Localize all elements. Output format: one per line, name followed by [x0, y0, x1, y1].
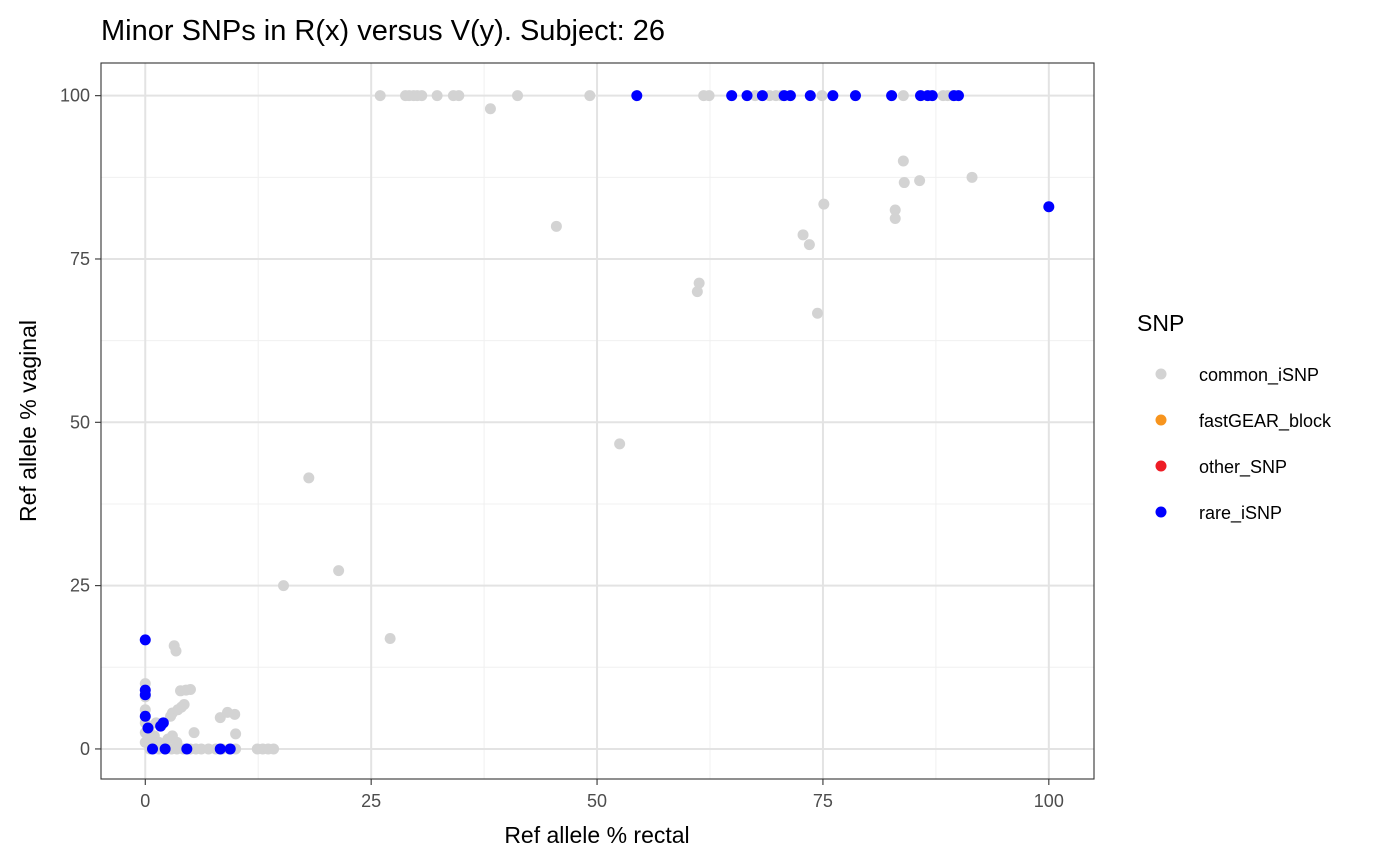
- point-common_iSNP: [898, 177, 910, 189]
- point-rare_iSNP: [849, 90, 861, 102]
- point-common_iSNP: [178, 699, 190, 711]
- legend-label-other_SNP: other_SNP: [1199, 457, 1287, 478]
- point-rare_iSNP: [159, 743, 171, 755]
- major-grid: [101, 63, 1094, 779]
- point-rare_iSNP: [1043, 201, 1055, 213]
- point-common_iSNP: [431, 90, 443, 102]
- point-common_iSNP: [693, 277, 705, 289]
- x-tick-label: 50: [587, 791, 607, 811]
- y-tick-label: 0: [80, 739, 90, 759]
- legend-label-common_iSNP: common_iSNP: [1199, 365, 1319, 386]
- point-rare_iSNP: [214, 743, 226, 755]
- x-tick-label: 0: [140, 791, 150, 811]
- point-common_iSNP: [188, 727, 200, 739]
- point-rare_iSNP: [147, 743, 159, 755]
- point-common_iSNP: [268, 743, 280, 755]
- point-rare_iSNP: [631, 90, 643, 102]
- point-rare_iSNP: [804, 90, 816, 102]
- point-rare_iSNP: [756, 90, 768, 102]
- point-common_iSNP: [303, 472, 315, 484]
- point-common_iSNP: [184, 684, 196, 695]
- point-common_iSNP: [818, 198, 830, 210]
- point-common_iSNP: [797, 229, 809, 241]
- point-common_iSNP: [897, 90, 909, 102]
- point-common_iSNP: [278, 580, 290, 592]
- point-common_iSNP: [584, 90, 596, 102]
- legend: SNP common_iSNP fastGEAR_block other_SNPra…: [1137, 310, 1332, 524]
- point-common_iSNP: [691, 286, 703, 298]
- point-rare_iSNP: [139, 689, 151, 701]
- point-common_iSNP: [453, 90, 465, 102]
- point-rare_iSNP: [952, 90, 964, 102]
- point-common_iSNP: [614, 438, 626, 450]
- point-rare_iSNP: [139, 710, 151, 722]
- legend-label-rare_iSNP: rare_iSNP: [1199, 503, 1282, 524]
- x-axis: 0 25 50 75 100: [140, 779, 1064, 811]
- legend-key-fastGEAR_block: [1155, 414, 1167, 426]
- point-common_iSNP: [229, 708, 241, 720]
- legend-key-common_iSNP: [1155, 368, 1167, 380]
- y-tick-label: 100: [60, 86, 90, 106]
- point-common_iSNP: [703, 90, 715, 102]
- point-rare_iSNP: [784, 90, 796, 102]
- x-tick-label: 100: [1034, 791, 1064, 811]
- legend-label-fastGEAR_block: fastGEAR_block: [1199, 411, 1332, 432]
- point-common_iSNP: [230, 728, 242, 740]
- point-common_iSNP: [897, 155, 909, 167]
- legend-title: SNP: [1137, 310, 1184, 336]
- point-rare_iSNP: [181, 743, 193, 755]
- x-tick-label: 75: [813, 791, 833, 811]
- point-rare_iSNP: [827, 90, 839, 102]
- point-rare_iSNP: [142, 722, 154, 734]
- point-common_iSNP: [816, 90, 828, 102]
- point-rare_iSNP: [139, 634, 151, 646]
- point-rare_iSNP: [741, 90, 753, 102]
- point-rare_iSNP: [726, 90, 738, 102]
- y-tick-label: 50: [70, 412, 90, 432]
- y-tick-label: 75: [70, 249, 90, 269]
- x-axis-title: Ref allele % rectal: [504, 822, 689, 848]
- point-common_iSNP: [889, 212, 901, 224]
- point-rare_iSNP: [926, 90, 938, 102]
- point-common_iSNP: [889, 204, 901, 216]
- data-points: [139, 90, 1055, 755]
- y-axis: 0 25 50 75 100: [60, 86, 101, 759]
- legend-key-other_SNP: [1155, 460, 1167, 472]
- point-rare_iSNP: [224, 743, 236, 755]
- y-axis-title: Ref allele % vaginal: [15, 320, 41, 522]
- legend-key-rare_iSNP: [1155, 506, 1167, 518]
- point-rare_iSNP: [886, 90, 898, 102]
- point-rare_iSNP: [157, 717, 169, 729]
- point-common_iSNP: [416, 90, 428, 102]
- point-common_iSNP: [914, 175, 926, 187]
- point-common_iSNP: [170, 645, 182, 657]
- point-common_iSNP: [512, 90, 524, 102]
- point-common_iSNP: [812, 307, 824, 319]
- point-common_iSNP: [803, 239, 815, 251]
- point-common_iSNP: [374, 90, 386, 102]
- point-common_iSNP: [484, 103, 496, 115]
- y-tick-label: 25: [70, 576, 90, 596]
- point-common_iSNP: [966, 171, 978, 183]
- point-common_iSNP: [333, 565, 345, 577]
- x-tick-label: 25: [361, 791, 381, 811]
- point-common_iSNP: [384, 633, 396, 645]
- point-common_iSNP: [550, 220, 562, 232]
- chart-title: Minor SNPs in R(x) versus V(y). Subject:…: [101, 15, 665, 47]
